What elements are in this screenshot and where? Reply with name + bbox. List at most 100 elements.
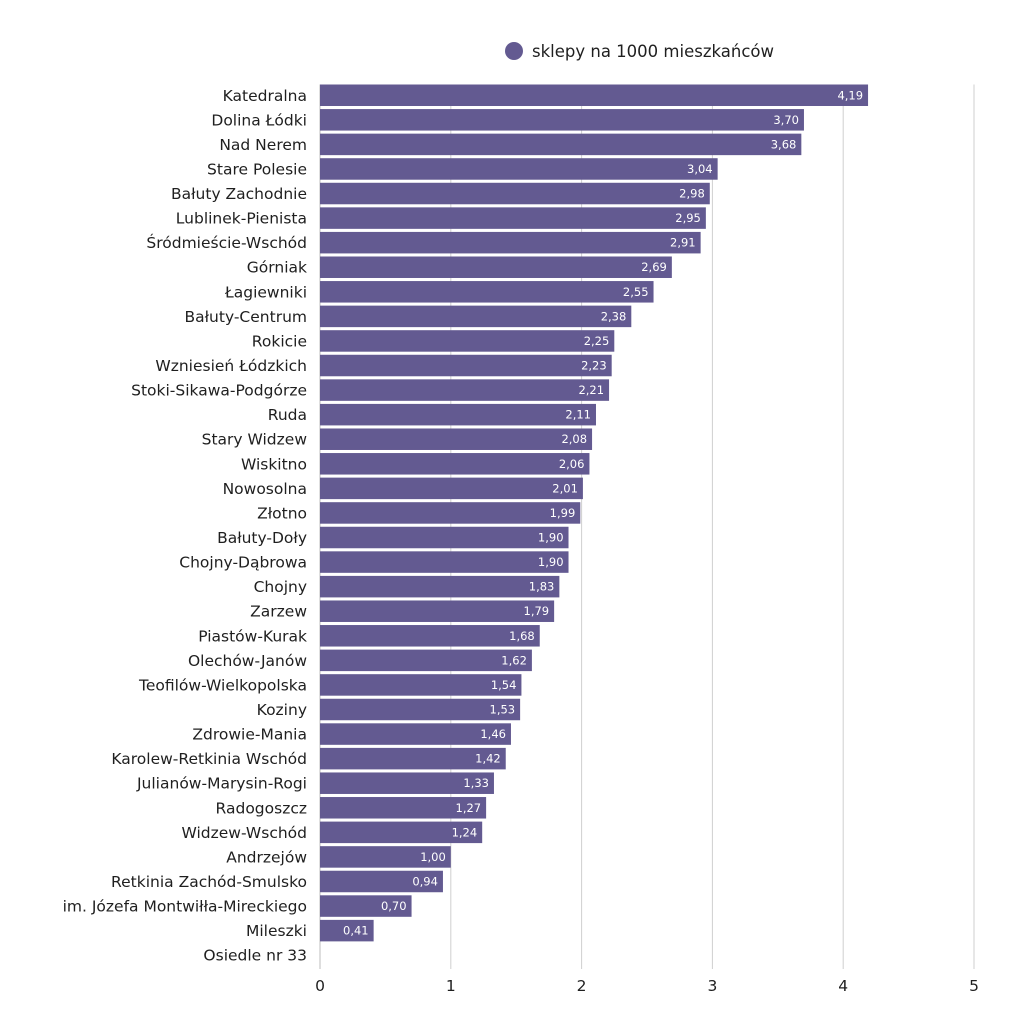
bar	[320, 379, 610, 401]
bar	[320, 551, 569, 573]
category-label: Osiedle nr 33	[203, 947, 307, 965]
category-label: Bałuty Zachodnie	[171, 185, 307, 203]
bar-value-label: 2,91	[670, 236, 696, 250]
category-label: Olechów-Janów	[188, 652, 307, 670]
bar-value-label: 2,01	[552, 481, 578, 495]
bar	[320, 158, 718, 180]
bar	[320, 575, 560, 598]
category-label: Ruda	[268, 406, 307, 424]
bar	[320, 231, 701, 254]
bar-value-label: 3,04	[687, 162, 713, 176]
bar-value-label: 3,70	[773, 113, 799, 127]
category-label: Wiskitno	[241, 455, 307, 473]
category-label: Stary Widzew	[202, 431, 308, 449]
bar	[320, 453, 590, 475]
bar	[320, 698, 521, 721]
bar	[320, 403, 596, 426]
category-label: Mileszki	[246, 922, 307, 940]
chart-bars	[320, 84, 869, 942]
category-label: Karolew-Retkinia Wschód	[111, 750, 307, 768]
bar-value-label: 1,79	[524, 604, 550, 618]
bar-value-label: 1,83	[529, 580, 555, 594]
bar	[320, 821, 483, 844]
x-tick-label: 1	[446, 977, 456, 995]
category-label: Teofilów-Wielkopolska	[138, 676, 307, 694]
category-label: Radogoszcz	[216, 799, 307, 817]
bar-value-label: 1,90	[538, 531, 564, 545]
x-tick-label: 4	[838, 977, 848, 995]
category-label: Andrzejów	[226, 848, 307, 866]
bar	[320, 600, 555, 622]
category-labels: Katedralna Dolina Łódki Nad Nerem Stare Pol…	[63, 87, 308, 965]
bar-value-label: 2,21	[578, 383, 604, 397]
bar	[320, 797, 487, 819]
bar	[320, 526, 569, 549]
category-label: Katedralna	[223, 87, 307, 105]
bar-value-label: 1,99	[550, 506, 576, 520]
bar	[320, 330, 615, 352]
category-label: Piastów-Kurak	[198, 627, 307, 645]
bar-value-label: 4,19	[837, 88, 863, 102]
bar	[320, 625, 540, 647]
category-label: Chojny-Dąbrowa	[179, 554, 307, 572]
category-label: Retkinia Zachód-Smulsko	[111, 873, 307, 891]
bar-value-label: 1,53	[490, 703, 516, 717]
bar-value-label: 2,55	[623, 285, 649, 299]
bar-value-label: 0,94	[412, 874, 438, 888]
category-label: Stare Polesie	[207, 160, 307, 178]
category-label: Lublinek-Pienista	[176, 210, 307, 228]
bar-value-label: 2,95	[675, 211, 701, 225]
x-tick-label: 3	[707, 977, 717, 995]
bar	[320, 256, 672, 278]
bar	[320, 895, 412, 917]
bar-value-label: 1,90	[538, 555, 564, 569]
category-label: Śródmieście-Wschód	[146, 233, 307, 252]
bar	[320, 84, 869, 106]
category-label: Zarzew	[250, 603, 307, 621]
bar-value-label: 2,25	[584, 334, 610, 348]
bar-value-label: 1,68	[509, 629, 535, 643]
bar	[320, 477, 583, 500]
bar-value-label: 0,70	[381, 899, 407, 913]
category-label: Widzew-Wschód	[181, 824, 307, 842]
bar	[320, 305, 632, 328]
category-label: Łagiewniki	[224, 283, 307, 301]
category-label: Koziny	[257, 701, 307, 719]
category-label: Chojny	[254, 578, 307, 596]
bar-value-label: 2,98	[679, 187, 705, 201]
bar-value-label: 2,38	[601, 309, 627, 323]
category-label: Bałuty-Centrum	[185, 308, 308, 326]
category-label: Zdrowie-Mania	[192, 726, 307, 744]
bar	[320, 846, 451, 868]
bar	[320, 109, 804, 131]
bar-value-label: 2,69	[641, 260, 667, 274]
bar	[320, 870, 443, 893]
category-label: Górniak	[247, 259, 307, 277]
bar-value-label: 2,23	[581, 359, 607, 373]
category-label: Bałuty-Doły	[217, 529, 307, 547]
legend-marker	[505, 42, 523, 60]
bar	[320, 747, 506, 770]
bar-value-label: 1,46	[480, 727, 506, 741]
legend-label: sklepy na 1000 mieszkańców	[532, 41, 774, 61]
chart-legend: sklepy na 1000 mieszkańców	[505, 38, 774, 64]
bar	[320, 772, 494, 794]
x-tick-label: 2	[577, 977, 587, 995]
bar	[320, 919, 374, 942]
bar-value-label: 1,62	[501, 653, 527, 667]
bar	[320, 502, 581, 524]
bar	[320, 133, 802, 156]
category-label: Julianów-Marysin-Rogi	[136, 775, 307, 793]
category-label: Stoki-Sikawa-Podgórze	[131, 382, 307, 400]
x-tick-label: 5	[969, 977, 979, 995]
category-label: Złotno	[257, 504, 307, 522]
x-axis-ticks: 0 1 2 3 4 5	[315, 977, 979, 995]
bar-value-label: 1,33	[463, 776, 489, 790]
bar-value-label: 1,54	[491, 678, 517, 692]
bar-value-label: 2,08	[561, 432, 587, 446]
bar-value-label: 3,68	[771, 137, 797, 151]
bar-value-label: 2,11	[565, 408, 591, 422]
bar-value-label: 1,27	[456, 801, 482, 815]
bar	[320, 674, 522, 696]
